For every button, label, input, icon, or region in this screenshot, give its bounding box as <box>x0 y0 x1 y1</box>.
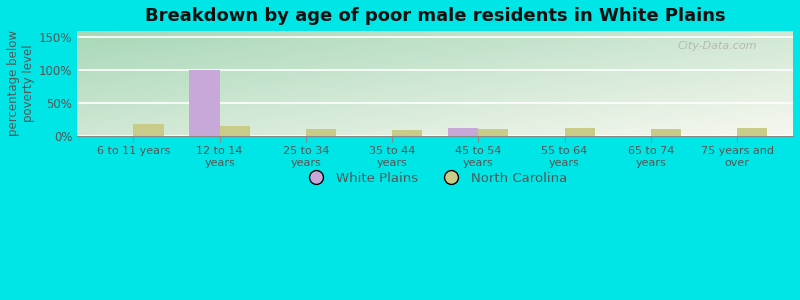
Title: Breakdown by age of poor male residents in White Plains: Breakdown by age of poor male residents … <box>145 7 726 25</box>
Legend: White Plains, North Carolina: White Plains, North Carolina <box>298 167 573 190</box>
Bar <box>190 70 220 136</box>
Bar <box>650 129 681 136</box>
Y-axis label: percentage below
poverty level: percentage below poverty level <box>7 30 35 136</box>
Bar <box>134 124 163 136</box>
Bar <box>220 126 250 136</box>
Bar <box>392 130 422 136</box>
Text: City-Data.com: City-Data.com <box>678 41 758 51</box>
Bar <box>737 128 767 136</box>
Bar <box>478 129 509 136</box>
Bar <box>448 128 478 136</box>
Bar <box>306 129 336 136</box>
Bar <box>565 128 594 136</box>
